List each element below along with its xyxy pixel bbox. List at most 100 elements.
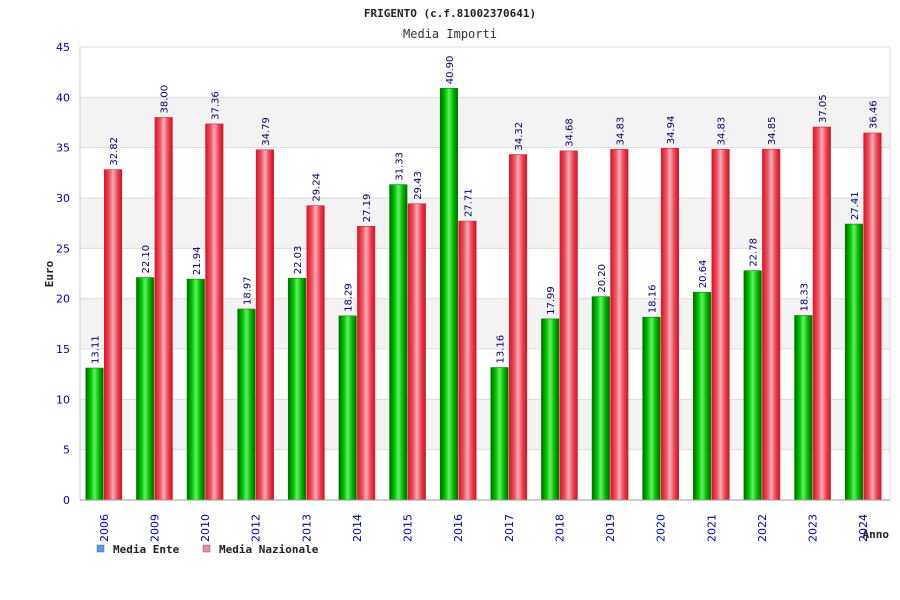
bar-media-ente-2022 xyxy=(743,270,762,501)
bar-media-nazionale-2009 xyxy=(154,117,173,501)
x-tick-label-2006: 2006 xyxy=(98,514,111,542)
chart-title: FRIGENTO (c.f.81002370641) xyxy=(364,7,536,20)
value-label-media-nazionale-2018: 34.68 xyxy=(565,118,576,147)
bars xyxy=(85,87,882,501)
x-tick-label-2024: 2024 xyxy=(857,514,870,542)
value-label-media-nazionale-2021: 34.83 xyxy=(717,117,728,146)
legend-label-media-ente: Media Ente xyxy=(113,543,180,556)
bar-media-ente-2024 xyxy=(844,223,863,501)
bar-media-ente-2009 xyxy=(136,277,155,501)
bar-media-nazionale-2021 xyxy=(711,149,730,501)
value-label-media-ente-2016: 40.90 xyxy=(445,56,456,85)
value-label-media-ente-2015: 31.33 xyxy=(394,152,405,181)
bar-media-ente-2023 xyxy=(794,315,813,501)
value-label-media-nazionale-2019: 34.83 xyxy=(615,117,626,146)
y-axis-title: Euro xyxy=(43,260,56,287)
x-tick-label-2023: 2023 xyxy=(807,514,820,542)
value-label-media-ente-2022: 22.78 xyxy=(749,238,760,267)
value-label-media-nazionale-2020: 34.94 xyxy=(666,116,677,145)
x-tick-label-2009: 2009 xyxy=(148,514,161,542)
value-label-media-ente-2010: 21.94 xyxy=(192,246,203,275)
bar-media-nazionale-2024 xyxy=(863,132,882,501)
bar-media-ente-2017 xyxy=(490,367,509,501)
value-label-media-nazionale-2013: 29.24 xyxy=(312,173,323,202)
x-tick-label-2015: 2015 xyxy=(402,514,415,542)
x-tick-label-2010: 2010 xyxy=(199,514,212,542)
value-label-media-nazionale-2022: 34.85 xyxy=(767,117,778,146)
bar-media-ente-2018 xyxy=(541,318,560,501)
bar-media-nazionale-2018 xyxy=(559,150,578,501)
bar-media-nazionale-2010 xyxy=(205,123,224,501)
y-tick-label: 35 xyxy=(56,142,70,155)
value-label-media-nazionale-2017: 34.32 xyxy=(514,122,525,151)
value-label-media-ente-2014: 18.29 xyxy=(344,283,355,312)
value-label-media-ente-2023: 18.33 xyxy=(799,283,810,312)
chart-subtitle: Media Importi xyxy=(403,27,497,41)
y-tick-label: 15 xyxy=(56,343,70,356)
value-label-media-ente-2009: 22.10 xyxy=(141,245,152,274)
bar-media-nazionale-2023 xyxy=(812,126,831,501)
bar-media-ente-2015 xyxy=(389,184,408,501)
y-tick-label: 5 xyxy=(63,444,70,457)
x-axis-ticks: 2006 2009 2010 2012 2013 2014 2015 2016 2017 2018… xyxy=(98,514,870,542)
value-label-media-nazionale-2012: 34.79 xyxy=(261,117,272,146)
value-label-media-nazionale-2016: 27.71 xyxy=(463,188,474,217)
y-tick-label: 45 xyxy=(56,41,70,54)
value-label-media-ente-2024: 27.41 xyxy=(850,191,861,220)
bar-media-ente-2012 xyxy=(237,308,256,501)
value-label-media-nazionale-2015: 29.43 xyxy=(413,171,424,200)
bar-media-nazionale-2015 xyxy=(407,203,426,501)
legend-swatch-media-nazionale xyxy=(202,544,211,553)
value-label-media-ente-2012: 18.97 xyxy=(242,276,253,305)
y-tick-label: 20 xyxy=(56,293,70,306)
value-label-media-ente-2019: 20.20 xyxy=(597,264,608,293)
bar-media-ente-2014 xyxy=(338,315,357,501)
x-tick-label-2021: 2021 xyxy=(705,514,718,542)
bar-media-nazionale-2019 xyxy=(610,149,629,501)
value-label-media-nazionale-2006: 32.82 xyxy=(109,137,120,166)
bar-media-nazionale-2022 xyxy=(762,148,781,501)
value-label-media-nazionale-2009: 38.00 xyxy=(160,85,171,114)
legend: Media Ente Media Nazionale xyxy=(96,543,319,556)
bar-media-nazionale-2014 xyxy=(357,225,376,501)
x-tick-label-2019: 2019 xyxy=(604,514,617,542)
x-tick-label-2017: 2017 xyxy=(503,514,516,542)
value-label-media-ente-2006: 13.11 xyxy=(91,335,102,364)
legend-swatch-media-ente xyxy=(96,544,105,553)
bar-media-nazionale-2017 xyxy=(509,154,528,501)
x-tick-label-2020: 2020 xyxy=(655,514,668,542)
y-tick-label: 40 xyxy=(56,91,70,104)
legend-label-media-nazionale: Media Nazionale xyxy=(219,543,319,556)
x-tick-label-2018: 2018 xyxy=(553,514,566,542)
value-label-media-nazionale-2010: 37.36 xyxy=(210,91,221,120)
value-label-media-nazionale-2014: 27.19 xyxy=(362,194,373,223)
bar-media-nazionale-2013 xyxy=(306,205,325,501)
bar-media-ente-2019 xyxy=(591,296,610,501)
bar-media-ente-2006 xyxy=(85,367,104,501)
bar-media-ente-2013 xyxy=(288,277,307,501)
value-label-media-ente-2020: 18.16 xyxy=(647,285,658,314)
value-label-media-ente-2013: 22.03 xyxy=(293,246,304,275)
value-label-media-nazionale-2023: 37.05 xyxy=(818,94,829,123)
grid-band xyxy=(80,47,890,98)
bar-media-ente-2020 xyxy=(642,316,661,501)
bar-media-nazionale-2016 xyxy=(458,220,477,501)
x-tick-label-2013: 2013 xyxy=(300,514,313,542)
x-tick-label-2022: 2022 xyxy=(756,514,769,542)
bar-media-nazionale-2020 xyxy=(660,147,679,501)
bar-media-ente-2021 xyxy=(693,291,712,501)
value-label-media-ente-2021: 20.64 xyxy=(698,260,709,289)
x-tick-label-2016: 2016 xyxy=(452,514,465,542)
y-axis-ticks: 0 5 10 15 20 25 30 35 40 45 xyxy=(56,41,70,507)
value-label-media-ente-2017: 13.16 xyxy=(496,335,507,364)
x-axis-title: Anno xyxy=(863,528,890,541)
y-tick-label: 10 xyxy=(56,393,70,406)
bar-media-ente-2010 xyxy=(186,278,205,501)
y-tick-label: 30 xyxy=(56,192,70,205)
x-tick-label-2012: 2012 xyxy=(250,514,263,542)
value-label-media-ente-2018: 17.99 xyxy=(546,286,557,315)
value-label-media-nazionale-2024: 36.46 xyxy=(868,100,879,129)
bar-media-ente-2016 xyxy=(439,87,458,501)
value-labels: 13.11 32.82 22.10 38.00 21.94 37.36 18.97 34.79… xyxy=(91,56,880,364)
